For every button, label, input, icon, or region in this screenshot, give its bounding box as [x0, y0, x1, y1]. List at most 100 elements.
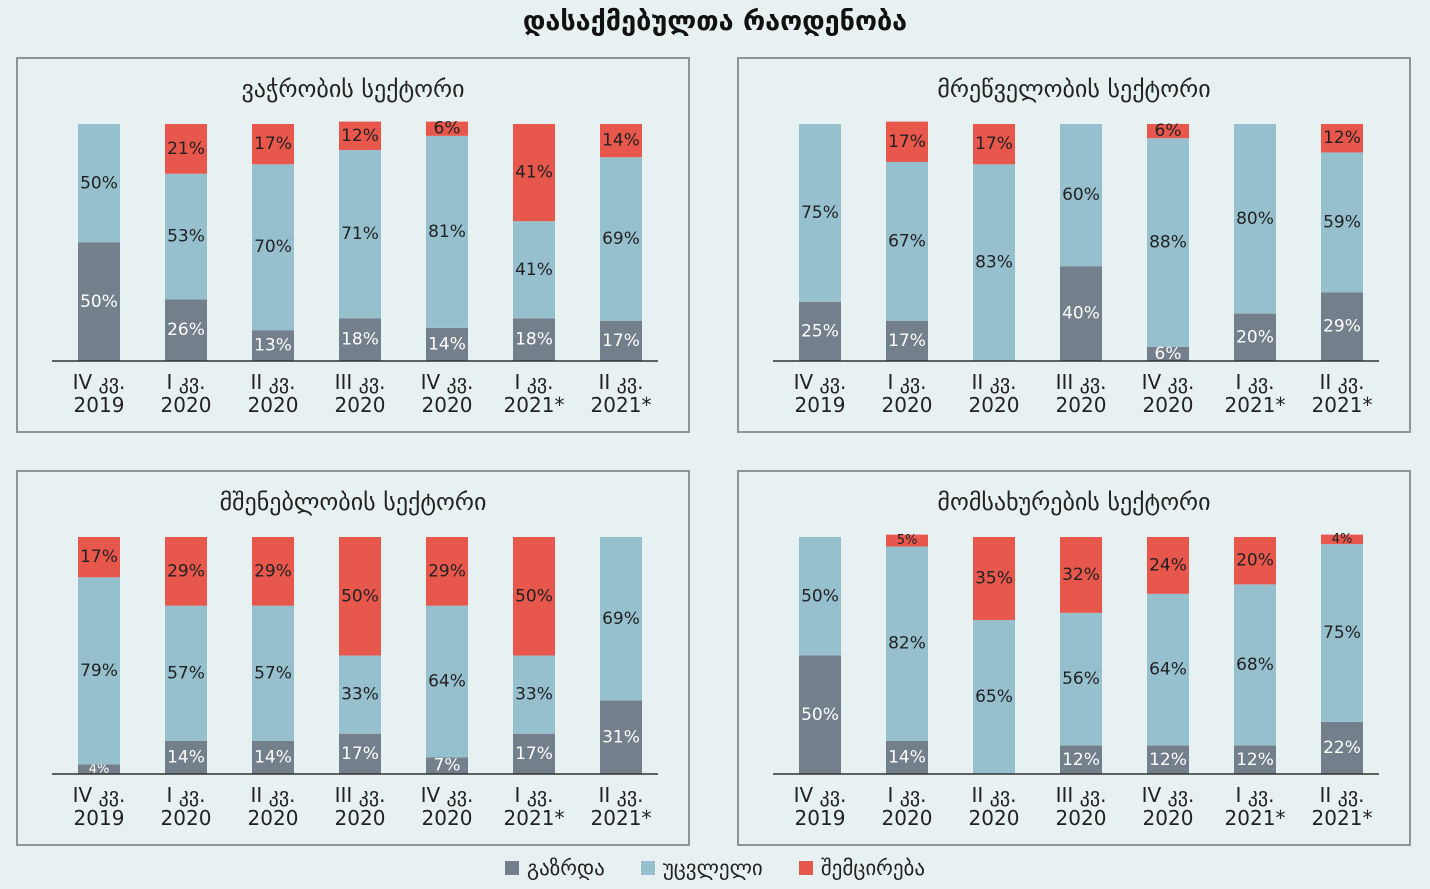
- x-tick-label: II კვ.: [599, 783, 644, 807]
- data-label: 31%: [602, 727, 640, 747]
- data-label: 56%: [1062, 669, 1100, 689]
- data-label: 70%: [254, 237, 292, 257]
- bar-segment-increase: [339, 318, 381, 361]
- x-tick-label: I კვ.: [1235, 783, 1274, 807]
- x-tick-label: 2021*: [1225, 393, 1286, 417]
- x-tick-label: 2020: [1143, 806, 1194, 830]
- bar-segment-unchanged: [339, 655, 381, 734]
- x-tick-label: 2020: [335, 806, 386, 830]
- x-tick-label: 2020: [335, 393, 386, 417]
- bar-segment-unchanged: [252, 164, 294, 331]
- bar-segment-unchanged: [426, 605, 468, 758]
- x-tick-label: 2019: [795, 393, 846, 417]
- x-tick-label: 2019: [795, 806, 846, 830]
- data-label: 64%: [428, 672, 466, 692]
- x-tick-label: I კვ.: [514, 370, 553, 394]
- x-tick-label: I კვ.: [1235, 370, 1274, 394]
- data-label: 68%: [1236, 655, 1274, 675]
- chart-title: მომსახურების სექტორი: [937, 488, 1210, 516]
- bar-segment-decrease: [1060, 537, 1102, 613]
- data-label: 80%: [1236, 209, 1274, 229]
- data-label: 17%: [341, 744, 379, 764]
- legend-swatch-unchanged: [640, 861, 655, 875]
- bar-segment-unchanged: [339, 150, 381, 319]
- chart-title: მშენებლობის სექტორი: [220, 488, 487, 516]
- bar-segment-decrease: [426, 537, 468, 606]
- bar-segment-unchanged: [513, 655, 555, 734]
- data-label: 69%: [602, 229, 640, 249]
- data-label: 12%: [1236, 750, 1274, 770]
- x-tick-label: 2020: [969, 806, 1020, 830]
- data-label: 29%: [167, 561, 205, 581]
- bar-segment-increase: [1060, 266, 1102, 361]
- data-label: 32%: [1062, 565, 1100, 585]
- data-label: 6%: [434, 119, 461, 139]
- data-label: 22%: [1323, 738, 1361, 758]
- bar-segment-unchanged: [973, 164, 1015, 361]
- data-label: 50%: [515, 586, 553, 606]
- x-tick-label: IV კვ.: [794, 370, 847, 394]
- x-tick-label: 2019: [74, 393, 125, 417]
- legend-swatch-increase: [504, 861, 519, 875]
- data-label: 17%: [888, 132, 926, 152]
- x-tick-label: 2019: [74, 806, 125, 830]
- bar-segment-decrease: [339, 537, 381, 656]
- data-label: 14%: [888, 747, 926, 767]
- x-tick-label: 2020: [422, 806, 473, 830]
- x-tick-label: II კვ.: [251, 783, 296, 807]
- data-label: 41%: [515, 163, 553, 183]
- data-label: 69%: [602, 609, 640, 629]
- data-label: 60%: [1062, 185, 1100, 205]
- x-tick-label: 2021*: [504, 393, 565, 417]
- data-label: 18%: [515, 330, 553, 350]
- data-label: 79%: [80, 661, 118, 681]
- data-label: 4%: [1332, 532, 1353, 547]
- chart-panel-industry: მრეწველობის სექტორი 25% 75% IV კვ. 2019 17% 67…: [737, 57, 1411, 433]
- legend-item-increase: გაზრდა: [504, 856, 605, 880]
- data-label: 17%: [888, 331, 926, 351]
- x-tick-label: II კვ.: [599, 370, 644, 394]
- bar-segment-increase: [1234, 745, 1276, 774]
- bar-segment-increase: [886, 320, 928, 361]
- data-label: 75%: [801, 203, 839, 223]
- data-label: 67%: [888, 231, 926, 251]
- x-tick-label: 2021*: [591, 393, 652, 417]
- bar-segment-unchanged: [1060, 124, 1102, 267]
- bar-segment-increase: [886, 740, 928, 774]
- data-label: 14%: [428, 334, 466, 354]
- bar-segment-decrease: [973, 124, 1015, 165]
- x-tick-label: III კვ.: [1056, 370, 1107, 394]
- data-label: 20%: [1236, 327, 1274, 347]
- data-label: 6%: [1155, 121, 1182, 141]
- x-tick-label: 2021*: [1312, 806, 1373, 830]
- x-tick-label: 2020: [248, 393, 299, 417]
- x-tick-label: 2020: [1056, 393, 1107, 417]
- x-tick-label: 2021*: [1312, 393, 1373, 417]
- bar-segment-increase: [78, 242, 120, 361]
- data-label: 17%: [602, 331, 640, 351]
- x-tick-label: IV კვ.: [73, 370, 126, 394]
- bar-segment-increase: [513, 733, 555, 774]
- data-label: 59%: [1323, 212, 1361, 232]
- legend-label-increase: გაზრდა: [526, 856, 605, 880]
- data-label: 82%: [888, 634, 926, 654]
- data-label: 12%: [1062, 750, 1100, 770]
- x-tick-label: 2020: [882, 393, 933, 417]
- bar-segment-increase: [252, 330, 294, 361]
- data-label: 7%: [434, 756, 461, 776]
- data-label: 33%: [341, 685, 379, 705]
- x-tick-label: IV კვ.: [421, 783, 474, 807]
- legend-item-unchanged: უცვლელი: [640, 856, 763, 880]
- chart-panel-services: მომსახურების სექტორი 50% 50% IV კვ. 2019 14% 8…: [737, 470, 1411, 846]
- bar-segment-unchanged: [165, 173, 207, 300]
- data-label: 57%: [254, 663, 292, 683]
- bar-segment-increase: [165, 740, 207, 774]
- chart-title: ვაჭრობის სექტორი: [241, 75, 464, 103]
- bar-segment-increase: [1321, 721, 1363, 774]
- x-tick-label: 2020: [422, 393, 473, 417]
- bar-segment-increase: [1060, 745, 1102, 774]
- data-label: 29%: [254, 561, 292, 581]
